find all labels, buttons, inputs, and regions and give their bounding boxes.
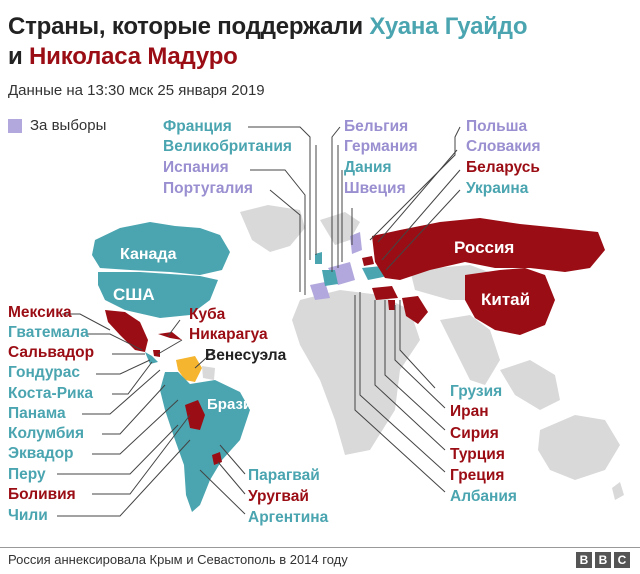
title-prefix: Страны, которые поддержали <box>8 13 370 40</box>
cuba <box>158 332 182 340</box>
subtitle: Данные на 13:30 мск 25 января 2019 <box>8 82 265 99</box>
label-bolivia: Боливия <box>8 486 76 503</box>
europe-elections <box>310 282 330 300</box>
label-cuba: Куба <box>189 306 226 323</box>
label-honduras: Гондурас <box>8 364 80 381</box>
world-map <box>57 126 624 517</box>
label-belgium: Бельгия <box>344 118 409 135</box>
label-costa-rica: Коста-Рика <box>8 385 93 402</box>
canada <box>92 222 230 275</box>
label-argentina: Аргентина <box>248 509 329 526</box>
label-ecuador: Эквадор <box>8 445 74 462</box>
legend-label: За выборы <box>30 117 107 134</box>
uk <box>315 252 322 264</box>
uruguay <box>212 452 222 465</box>
label-mexico: Мексика <box>8 304 72 321</box>
australia <box>538 415 620 480</box>
label-sweden: Швеция <box>344 180 406 197</box>
label-georgia: Грузия <box>450 383 503 400</box>
greenland <box>240 205 305 252</box>
bbc-logo-c: C <box>614 552 630 568</box>
bbc-logo-b1: B <box>576 552 592 568</box>
iran <box>402 296 428 324</box>
page-title: Страны, которые поддержали Хуана Гуайдо … <box>8 12 527 72</box>
title-maduro: Николаса Мадуро <box>29 43 238 70</box>
footer-note: Россия аннексировала Крым и Севастополь … <box>8 552 348 567</box>
label-denmark: Дания <box>344 159 392 176</box>
label-albania: Албания <box>450 488 517 505</box>
label-slovakia: Словакия <box>466 138 541 155</box>
label-el-salvador: Сальвадор <box>8 344 95 361</box>
label-greece: Греция <box>450 467 505 484</box>
legend-swatch-elections <box>8 118 22 133</box>
china <box>465 268 555 335</box>
belarus <box>362 256 374 266</box>
footer-divider <box>0 547 640 548</box>
map-label-usa: США <box>113 285 155 304</box>
title-and: и <box>8 43 30 70</box>
map-label-china: Китай <box>481 290 531 309</box>
map-label-canada: Канада <box>120 246 177 263</box>
label-uk: Великобритания <box>163 138 292 155</box>
map-label-russia: Россия <box>454 238 515 257</box>
mexico <box>105 310 148 352</box>
label-spain: Испания <box>163 159 229 176</box>
bbc-logo-b2: B <box>595 552 611 568</box>
label-france: Франция <box>163 118 232 135</box>
label-guatemala: Гватемала <box>8 324 89 341</box>
label-iran: Иран <box>450 403 489 420</box>
label-paraguay: Парагвай <box>248 467 320 484</box>
label-syria: Сирия <box>450 425 499 442</box>
nicaragua <box>153 350 160 357</box>
label-peru: Перу <box>8 466 46 483</box>
bbc-logo: B B C <box>576 552 630 568</box>
label-chile: Чили <box>8 507 48 524</box>
venezuela <box>176 356 202 382</box>
legend: За выборы <box>8 117 106 134</box>
syria <box>388 300 395 310</box>
label-nicaragua: Никарагуа <box>189 326 268 343</box>
label-colombia: Колумбия <box>8 425 85 442</box>
russia <box>372 218 605 280</box>
title-guaido: Хуана Гуайдо <box>369 13 528 40</box>
label-portugal: Португалия <box>163 180 253 197</box>
label-germany: Германия <box>344 138 418 155</box>
turkey <box>372 286 398 300</box>
south-america <box>160 372 250 512</box>
label-panama: Панама <box>8 405 66 422</box>
label-belarus: Беларусь <box>466 159 540 176</box>
map-label-brazil: Бразилия <box>207 396 280 413</box>
label-venezuela: Венесуэла <box>205 347 287 364</box>
label-poland: Польша <box>466 118 528 135</box>
africa <box>292 290 420 455</box>
bolivia <box>185 400 205 430</box>
label-ukraine: Украина <box>466 180 529 197</box>
france <box>322 270 338 286</box>
usa <box>98 272 218 318</box>
label-uruguay: Уругвай <box>248 488 309 505</box>
label-turkey: Турция <box>450 446 505 463</box>
